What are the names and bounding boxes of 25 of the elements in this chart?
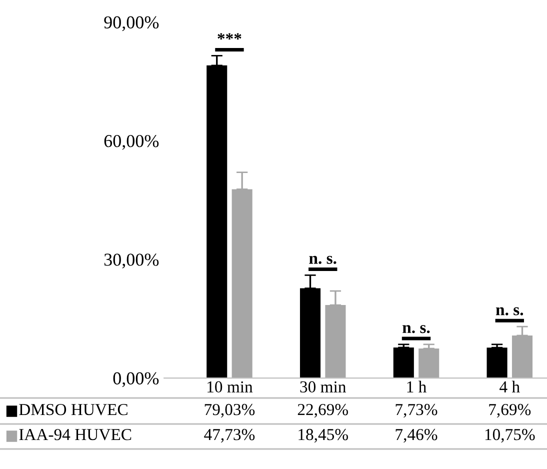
x-tick-label: 1 h	[407, 380, 426, 392]
data-label: 79,03%	[204, 404, 255, 418]
data-label: 7,73%	[396, 404, 438, 418]
bar	[486, 348, 508, 378]
data-label: 7,69%	[489, 404, 531, 418]
bar	[418, 348, 440, 378]
y-tick-label: 0,00%	[113, 372, 159, 388]
x-tick-label: 30 min	[300, 381, 346, 393]
y-tick-label: 90,00%	[104, 16, 159, 32]
data-label: 18,45%	[298, 428, 348, 443]
data-label: 7,46%	[396, 428, 438, 443]
legend-label: DMSO HUVEC	[19, 404, 128, 416]
bar	[393, 347, 414, 378]
y-tick-label: 60,00%	[104, 134, 159, 150]
annotation: n. s.	[496, 307, 524, 316]
annotation: n. s.	[402, 325, 430, 334]
legend-label: IAA-94 HUVEC	[19, 428, 132, 440]
y-tick-label: 30,00%	[104, 254, 159, 268]
x-tick-label: 10 min	[208, 381, 253, 393]
data-label: 10,75%	[485, 428, 535, 443]
annotation: ***	[218, 33, 242, 40]
data-label: 47,73%	[204, 428, 255, 443]
data-label: 22,69%	[298, 404, 348, 418]
annotation: n. s.	[309, 256, 336, 264]
x-tick-label: 4 h	[500, 380, 520, 392]
